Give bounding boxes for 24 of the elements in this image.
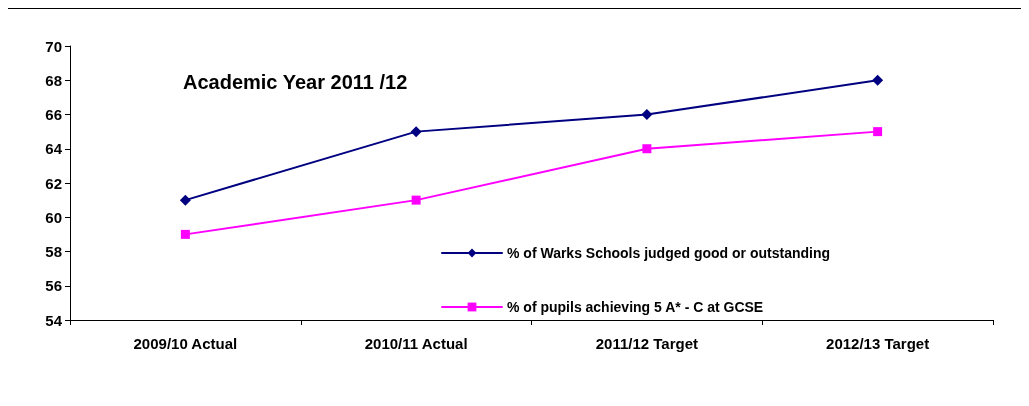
point	[411, 195, 421, 205]
y-tick-label: 60	[45, 208, 62, 226]
y-tick-label: 70	[45, 37, 62, 55]
point	[641, 109, 653, 120]
x-tick-label: 2009/10 Actual	[133, 335, 238, 352]
text: Academic Year 2011 /12	[183, 71, 408, 93]
legend-label: % of pupils achieving 5 A* - C at GCSE	[507, 299, 764, 315]
point	[872, 74, 884, 86]
x-tick-label: 2010/11 Actual	[364, 335, 468, 352]
point	[642, 144, 652, 154]
x-tick-label: 2012/13 Target	[826, 335, 930, 352]
x-tick-label: 2011/12 Target	[595, 335, 699, 352]
legend-label: % of Warks Schools judged good or outstanding	[507, 245, 831, 261]
point	[180, 229, 190, 239]
point	[873, 127, 883, 137]
y-tick-label: 58	[45, 243, 62, 260]
point	[179, 194, 191, 206]
y-tick-label: 66	[45, 106, 62, 123]
y-tick-label: 62	[45, 174, 62, 192]
y-tick-label: 68	[45, 71, 62, 89]
y-tick-label: 64	[45, 140, 63, 158]
y-tick-label: 56	[45, 277, 62, 295]
point	[410, 126, 422, 138]
y-tick-label: 54	[45, 311, 63, 329]
